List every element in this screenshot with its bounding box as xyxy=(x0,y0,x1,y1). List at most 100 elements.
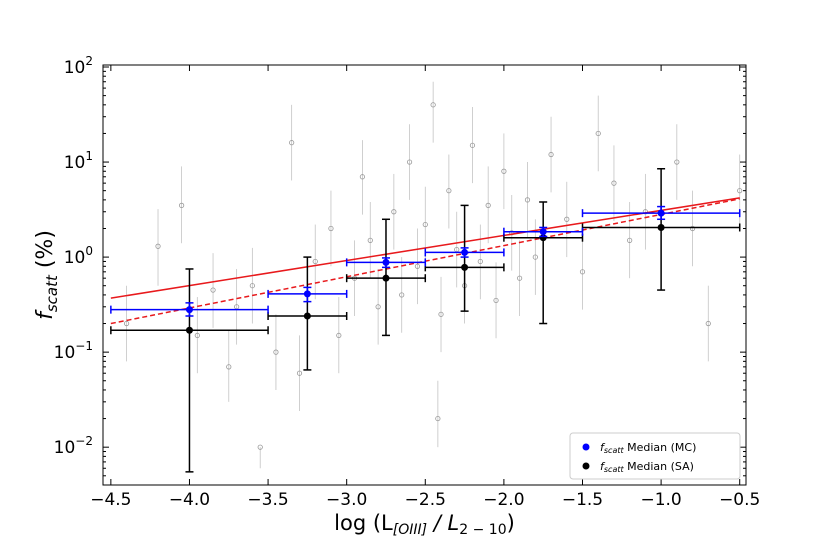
point xyxy=(210,287,216,293)
median-point xyxy=(461,263,469,271)
median-point xyxy=(382,274,390,282)
point xyxy=(532,254,538,260)
y-axis-label: fscatt (%) xyxy=(33,230,61,320)
point xyxy=(579,269,586,275)
x-tick-label: −1.5 xyxy=(562,490,603,510)
point xyxy=(406,159,413,165)
point xyxy=(422,221,428,228)
label-part: log (L xyxy=(334,511,393,535)
point xyxy=(485,202,491,208)
point xyxy=(312,258,318,265)
point xyxy=(399,292,405,298)
tick-exponent: −1 xyxy=(75,339,93,353)
legend-name: Median (SA) xyxy=(624,460,694,473)
label-part: [OIII] xyxy=(393,522,427,538)
point xyxy=(469,142,476,148)
tick-base: 10 xyxy=(54,438,76,458)
point xyxy=(296,370,303,376)
point xyxy=(289,140,295,146)
point xyxy=(375,304,381,310)
plot-frame xyxy=(102,64,747,486)
point xyxy=(548,151,554,158)
median-point xyxy=(303,312,311,320)
point xyxy=(273,349,279,355)
y-tick-label: 10−1 xyxy=(54,339,93,363)
tick-base: 10 xyxy=(64,153,86,173)
x-tick-label: −4.0 xyxy=(169,490,210,510)
point xyxy=(737,188,743,194)
tick-exponent: 2 xyxy=(85,54,93,68)
tick-base: 10 xyxy=(64,248,86,268)
median-point xyxy=(539,228,547,236)
point xyxy=(391,209,397,215)
legend-label: fscatt Median (MC) xyxy=(600,441,696,455)
point xyxy=(477,258,483,265)
point xyxy=(509,230,515,236)
point xyxy=(438,311,444,317)
point xyxy=(179,202,185,208)
legend-label: fscatt Median (SA) xyxy=(600,460,694,474)
median-point xyxy=(303,290,311,298)
tick-base: 10 xyxy=(64,58,86,78)
legend-box xyxy=(569,432,741,480)
point xyxy=(705,320,711,327)
label-part: f xyxy=(33,309,58,320)
point xyxy=(689,225,696,232)
point xyxy=(501,168,507,174)
point xyxy=(430,102,436,108)
label-part: scatt xyxy=(43,274,61,312)
point xyxy=(336,332,342,339)
label-part: 2 − 10 xyxy=(459,522,506,538)
point xyxy=(493,297,499,304)
median-point xyxy=(185,306,193,314)
point xyxy=(611,180,617,186)
median-point xyxy=(461,248,469,256)
point xyxy=(194,332,200,339)
y-tick-label: 102 xyxy=(64,54,93,78)
point xyxy=(435,415,441,422)
x-axis-label: log (L[OIII] / L2 − 10) xyxy=(334,511,515,538)
point xyxy=(155,243,161,249)
legend-symbol: f xyxy=(600,460,606,473)
x-tick-label: −4.5 xyxy=(90,490,131,510)
legend-marker xyxy=(582,443,590,451)
legend-subscript: scatt xyxy=(604,465,625,474)
y-tick-label: 101 xyxy=(64,149,93,173)
x-tick-label: −2.0 xyxy=(483,490,524,510)
legend-name: Median (MC) xyxy=(624,441,697,454)
tick-base: 10 xyxy=(54,343,76,363)
point xyxy=(642,209,648,215)
y-tick-label: 100 xyxy=(64,244,93,268)
x-tick-label: −1.0 xyxy=(640,490,681,510)
median-point xyxy=(382,258,390,266)
fit-line xyxy=(110,197,740,299)
point xyxy=(123,320,130,327)
x-tick-label: −3.5 xyxy=(247,490,288,510)
label-part: (%) xyxy=(33,230,58,275)
legend-marker xyxy=(582,462,590,470)
x-tick-label: −2.5 xyxy=(405,490,446,510)
x-tick-label: −0.5 xyxy=(719,490,760,510)
tick-exponent: 1 xyxy=(85,149,93,163)
point xyxy=(359,174,366,180)
y-tick-label: 10−2 xyxy=(54,434,93,458)
point xyxy=(257,444,263,450)
point xyxy=(414,263,421,269)
point xyxy=(627,237,633,243)
point xyxy=(517,275,523,281)
point xyxy=(249,283,255,289)
point xyxy=(328,225,334,232)
median-point xyxy=(657,209,665,217)
median-point xyxy=(185,326,193,334)
median-point xyxy=(657,223,665,231)
label-part: ) xyxy=(507,511,515,535)
point xyxy=(595,130,601,137)
legend-symbol: f xyxy=(600,441,606,454)
tick-exponent: −2 xyxy=(75,434,93,448)
label-part: / L xyxy=(427,511,459,535)
point xyxy=(226,364,232,370)
tick-exponent: 0 xyxy=(85,244,93,258)
point xyxy=(367,237,373,243)
point xyxy=(446,188,452,194)
